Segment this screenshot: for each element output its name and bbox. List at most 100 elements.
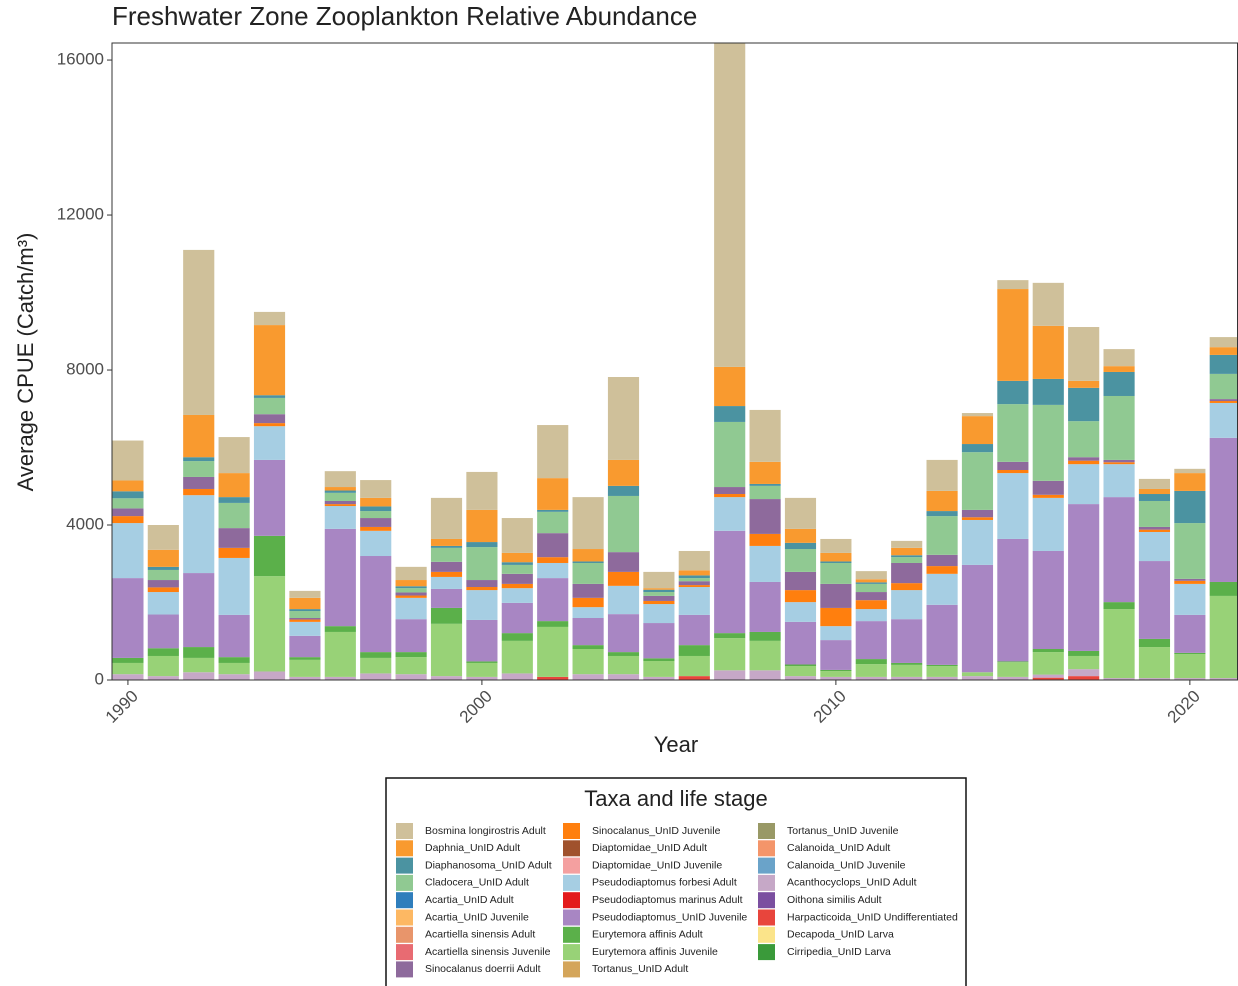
bar-segment	[147, 587, 179, 593]
bar-segment	[183, 672, 215, 680]
bar-segment	[572, 561, 604, 563]
bar-segment	[891, 619, 923, 663]
bar-segment	[501, 552, 533, 563]
bar-segment	[360, 652, 392, 658]
bar-segment	[961, 413, 994, 417]
bar-segment	[1068, 327, 1100, 381]
bar-segment	[1032, 282, 1064, 326]
bar-segment	[537, 676, 569, 680]
bar-segment	[607, 652, 640, 656]
bar-segment	[1174, 523, 1206, 579]
bar-segment	[820, 671, 852, 677]
legend-key	[563, 857, 580, 874]
bar-segment	[1068, 460, 1100, 465]
bar-segment	[855, 664, 887, 677]
bar-segment	[997, 461, 1029, 470]
bar-segment	[1174, 678, 1206, 680]
bar-segment	[289, 619, 321, 622]
legend-key	[758, 944, 775, 961]
legend-label: Sinocalanus_UnID Juvenile	[592, 825, 721, 837]
bar-segment	[218, 547, 250, 558]
bar-segment	[430, 561, 463, 572]
bar-segment	[183, 495, 215, 574]
bar-segment	[572, 562, 604, 584]
bar-segment	[678, 575, 710, 579]
bar-segment	[253, 423, 286, 427]
bar-segment	[1209, 437, 1238, 582]
bar-segment	[147, 566, 179, 570]
bar-segment	[147, 614, 179, 649]
bar-segment	[1103, 464, 1135, 498]
bar-segment	[289, 635, 321, 658]
bar-segment	[1068, 650, 1100, 656]
bar-segment	[466, 587, 498, 591]
legend-label: Cirripedia_UnID Larva	[787, 946, 891, 958]
bar-segment	[820, 583, 852, 608]
bar-segment	[360, 511, 392, 519]
bar-segment	[643, 676, 675, 680]
bar-segment	[430, 571, 463, 577]
bar-segment	[324, 506, 356, 529]
bar-segment	[324, 490, 356, 493]
bar-segment	[749, 483, 781, 486]
bar-segment	[961, 564, 994, 673]
bar-segment	[714, 366, 746, 407]
bar-segment	[572, 497, 604, 550]
bar-segment	[112, 440, 144, 481]
bar-segment	[749, 485, 781, 500]
bar-segment	[537, 578, 569, 622]
bar-segment	[501, 640, 533, 674]
bar-segment	[1068, 676, 1100, 680]
legend-box	[385, 777, 967, 986]
bar-segment	[501, 588, 533, 603]
bar-segment	[430, 676, 463, 680]
bar-segment	[820, 607, 852, 627]
bar-segment	[749, 670, 781, 680]
bar-segment	[678, 655, 710, 677]
bar-segment	[607, 674, 640, 680]
bar-segment	[1209, 401, 1238, 403]
bar-segment	[395, 595, 427, 598]
bar-segment	[324, 528, 356, 627]
bar-segment	[253, 395, 286, 398]
bar-segment	[891, 590, 923, 620]
bar-segment	[1209, 373, 1238, 400]
bar-segment	[1138, 678, 1171, 680]
bar-segment	[183, 573, 215, 648]
bar-segment	[926, 666, 958, 677]
bar-segment	[253, 414, 286, 424]
bar-segment	[430, 497, 463, 539]
bar-segment	[537, 478, 569, 510]
bar-segment	[253, 426, 286, 460]
bar-segment	[961, 672, 994, 677]
bar-segment	[784, 602, 817, 622]
bar-segment	[1138, 494, 1171, 501]
y-tick-label: 8000	[66, 360, 104, 379]
legend-label: Tortanus_UnID Adult	[592, 963, 688, 975]
bar-segment	[1032, 378, 1064, 405]
bar-segment	[253, 325, 286, 396]
bar-segment	[1068, 421, 1100, 458]
bar-segment	[1138, 488, 1171, 495]
bar-segment	[714, 421, 746, 488]
bar-segment	[926, 459, 958, 491]
bar-segment	[1209, 402, 1238, 438]
bar-segment	[112, 498, 144, 509]
bar-segment	[324, 504, 356, 507]
bar-segment	[855, 579, 887, 583]
bar-segment	[324, 626, 356, 632]
bar-segment	[324, 492, 356, 501]
bar-segment	[218, 662, 250, 675]
bar-segment	[1068, 464, 1100, 505]
bar-segment	[784, 571, 817, 591]
bar-segment	[1138, 531, 1171, 562]
bar-segment	[289, 676, 321, 680]
bar-segment	[926, 554, 958, 567]
bar-segment	[430, 588, 463, 608]
bar-segment	[395, 586, 427, 589]
legend-key	[758, 926, 775, 943]
bar-segment	[1174, 654, 1206, 679]
legend-key	[563, 909, 580, 926]
bar-segment	[1068, 655, 1100, 670]
